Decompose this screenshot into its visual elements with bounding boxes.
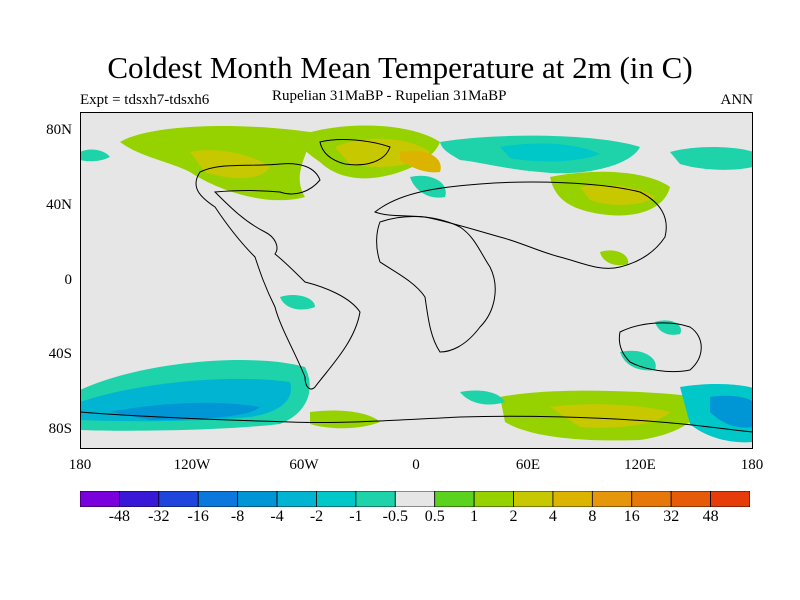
anomaly-fields	[80, 125, 753, 443]
y-tick-label: 80N	[46, 122, 72, 138]
y-tick-label: 0	[64, 272, 73, 288]
x-tick-label: 180	[68, 457, 92, 473]
colorbar	[80, 491, 750, 507]
coast-africa	[376, 216, 496, 353]
colorbar-swatch	[80, 491, 120, 507]
field-antarctic-warm-west	[310, 410, 380, 429]
colorbar-label: 16	[623, 508, 640, 525]
colorbar-label: -1	[349, 508, 363, 525]
colorbar-label: -4	[270, 508, 284, 525]
field-weddell-cool	[460, 390, 505, 405]
field-ross-sea-coldest	[710, 395, 753, 428]
colorbar-label: 32	[663, 508, 680, 525]
colorbar-swatch	[434, 491, 475, 507]
field-amazon-cool	[280, 295, 315, 310]
colorbar-swatch	[591, 491, 633, 507]
field-asia-strong	[580, 185, 655, 205]
colorbar-label: -2	[309, 508, 324, 525]
coast-australia	[618, 322, 702, 373]
colorbar-swatch	[670, 491, 711, 507]
field-southern-ocean-coldest	[110, 402, 260, 420]
field-pacific-cool	[670, 147, 753, 170]
period-subtitle: Rupelian 31MaBP - Rupelian 31MaBP	[272, 88, 507, 104]
temperature-map	[80, 112, 753, 449]
coast-antarctica	[80, 411, 753, 433]
colorbar-label: -8	[230, 508, 245, 525]
season-label: ANN	[720, 92, 754, 108]
x-tick-label: 120E	[624, 457, 656, 473]
x-tick-label: 0	[412, 457, 420, 473]
coastlines	[80, 139, 753, 433]
colorbar-swatch	[394, 491, 436, 507]
field-eurasia-cooler	[500, 143, 600, 162]
colorbar-swatch	[316, 491, 357, 507]
coast-eurasia	[374, 181, 667, 269]
y-tick-label: 40S	[48, 346, 72, 362]
x-tick-label: 120W	[173, 457, 211, 473]
field-india-warm	[600, 250, 629, 266]
colorbar-label: -16	[187, 508, 209, 525]
colorbar-swatch	[197, 491, 239, 507]
colorbar-swatch	[237, 491, 278, 507]
map-frame	[80, 112, 753, 449]
coast-greenland	[319, 139, 391, 166]
y-tick-label: 40N	[46, 197, 72, 213]
colorbar-label: 0.5	[424, 508, 445, 525]
colorbar-swatch	[473, 491, 514, 507]
x-tick-label: 60E	[515, 457, 541, 473]
field-antarctic-strong-east	[550, 404, 670, 428]
colorbar-swatch	[276, 491, 317, 507]
field-north-america-strong	[190, 150, 270, 179]
colorbar-swatch	[158, 491, 199, 507]
map-title: Coldest Month Mean Temperature at 2m (in…	[107, 50, 693, 85]
colorbar-swatch	[513, 491, 554, 507]
field-europe-cool	[410, 175, 446, 198]
colorbar-swatch	[710, 491, 750, 507]
field-australia-south-cool	[620, 350, 656, 371]
colorbar-label: -0.5	[382, 508, 408, 525]
colorbar-swatch	[119, 491, 160, 507]
colorbar-label: -32	[148, 508, 170, 525]
colorbar-swatch	[552, 491, 593, 507]
colorbar-label: 1	[470, 508, 479, 525]
colorbar-label: -48	[108, 508, 131, 525]
colorbar-label: 4	[548, 508, 557, 525]
field-dateline-cool	[80, 149, 110, 162]
x-tick-label: 180	[740, 457, 764, 473]
x-tick-label: 60W	[289, 457, 319, 473]
colorbar-swatch	[355, 491, 396, 507]
y-tick-label: 80S	[48, 421, 72, 437]
colorbar-label: 48	[702, 508, 719, 525]
colorbar-label: 8	[588, 508, 597, 525]
field-arctic-hotspot	[400, 150, 441, 173]
coast-americas	[195, 163, 361, 390]
colorbar-label: 2	[509, 508, 518, 525]
experiment-label: Expt = tdsxh7-tdsxh6	[80, 92, 210, 108]
colorbar-swatch	[631, 491, 672, 507]
